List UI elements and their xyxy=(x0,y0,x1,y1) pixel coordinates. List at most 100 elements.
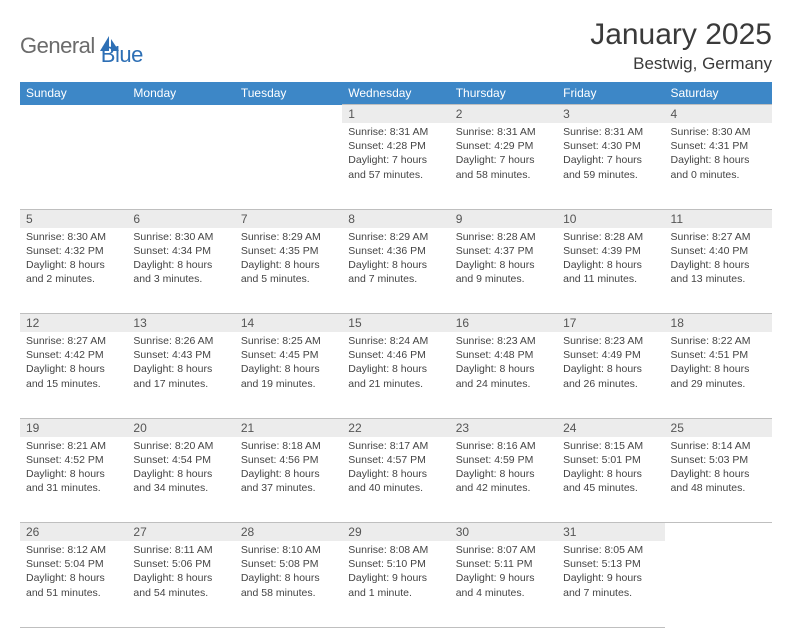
detail-line: and 29 minutes. xyxy=(671,377,766,391)
detail-line: Sunset: 4:56 PM xyxy=(241,453,336,467)
day-number: 31 xyxy=(557,523,664,542)
dow-friday: Friday xyxy=(557,82,664,105)
day-details xyxy=(26,123,121,125)
detail-line: Daylight: 8 hours xyxy=(26,258,121,272)
day-cell: Sunrise: 8:28 AMSunset: 4:37 PMDaylight:… xyxy=(450,228,557,314)
day-number: 5 xyxy=(20,209,127,228)
dow-thursday: Thursday xyxy=(450,82,557,105)
detail-line: Sunrise: 8:10 AM xyxy=(241,543,336,557)
detail-line: and 11 minutes. xyxy=(563,272,658,286)
day-cell: Sunrise: 8:14 AMSunset: 5:03 PMDaylight:… xyxy=(665,437,772,523)
detail-line: Sunrise: 8:30 AM xyxy=(26,230,121,244)
day-cell: Sunrise: 8:07 AMSunset: 5:11 PMDaylight:… xyxy=(450,541,557,627)
day-details: Sunrise: 8:27 AMSunset: 4:40 PMDaylight:… xyxy=(671,228,766,287)
detail-line: and 40 minutes. xyxy=(348,481,443,495)
detail-line: and 37 minutes. xyxy=(241,481,336,495)
detail-line: Sunset: 4:54 PM xyxy=(133,453,228,467)
day-details: Sunrise: 8:29 AMSunset: 4:35 PMDaylight:… xyxy=(241,228,336,287)
calendar-page: General Blue January 2025 Bestwig, Germa… xyxy=(0,0,792,628)
day-cell xyxy=(665,541,772,627)
day-number: 7 xyxy=(235,209,342,228)
day-details: Sunrise: 8:14 AMSunset: 5:03 PMDaylight:… xyxy=(671,437,766,496)
detail-line: Daylight: 7 hours xyxy=(563,153,658,167)
detail-line: Sunrise: 8:12 AM xyxy=(26,543,121,557)
daynum-row: 262728293031 xyxy=(20,523,772,542)
detail-line: Daylight: 8 hours xyxy=(671,258,766,272)
day-number: 12 xyxy=(20,314,127,333)
day-number: 24 xyxy=(557,418,664,437)
detail-line: Sunset: 4:31 PM xyxy=(671,139,766,153)
day-details xyxy=(133,123,228,125)
day-details: Sunrise: 8:20 AMSunset: 4:54 PMDaylight:… xyxy=(133,437,228,496)
detail-line: Sunrise: 8:27 AM xyxy=(26,334,121,348)
detail-line: Daylight: 8 hours xyxy=(348,467,443,481)
detail-line: Daylight: 9 hours xyxy=(456,571,551,585)
detail-line: Daylight: 8 hours xyxy=(456,258,551,272)
day-number: 16 xyxy=(450,314,557,333)
day-details: Sunrise: 8:30 AMSunset: 4:34 PMDaylight:… xyxy=(133,228,228,287)
day-cell: Sunrise: 8:18 AMSunset: 4:56 PMDaylight:… xyxy=(235,437,342,523)
detail-line: and 2 minutes. xyxy=(26,272,121,286)
detail-line: Sunset: 5:11 PM xyxy=(456,557,551,571)
detail-line: and 58 minutes. xyxy=(241,586,336,600)
detail-line: Sunset: 4:52 PM xyxy=(26,453,121,467)
detail-line: and 34 minutes. xyxy=(133,481,228,495)
day-number: 15 xyxy=(342,314,449,333)
detail-line: Sunrise: 8:20 AM xyxy=(133,439,228,453)
detail-line: and 26 minutes. xyxy=(563,377,658,391)
detail-line: and 15 minutes. xyxy=(26,377,121,391)
detail-line: Sunset: 4:32 PM xyxy=(26,244,121,258)
detail-line: Daylight: 8 hours xyxy=(26,571,121,585)
detail-line: Sunrise: 8:07 AM xyxy=(456,543,551,557)
day-number xyxy=(235,105,342,124)
day-details: Sunrise: 8:31 AMSunset: 4:28 PMDaylight:… xyxy=(348,123,443,182)
detail-line: Sunset: 5:10 PM xyxy=(348,557,443,571)
detail-line: Sunrise: 8:28 AM xyxy=(456,230,551,244)
day-cell: Sunrise: 8:20 AMSunset: 4:54 PMDaylight:… xyxy=(127,437,234,523)
day-details: Sunrise: 8:11 AMSunset: 5:06 PMDaylight:… xyxy=(133,541,228,600)
day-details: Sunrise: 8:17 AMSunset: 4:57 PMDaylight:… xyxy=(348,437,443,496)
detail-line: and 48 minutes. xyxy=(671,481,766,495)
day-of-week-row: SundayMondayTuesdayWednesdayThursdayFrid… xyxy=(20,82,772,105)
detail-line: Sunset: 5:04 PM xyxy=(26,557,121,571)
week-row: Sunrise: 8:31 AMSunset: 4:28 PMDaylight:… xyxy=(20,123,772,209)
detail-line: Daylight: 8 hours xyxy=(133,258,228,272)
detail-line: and 1 minute. xyxy=(348,586,443,600)
day-details: Sunrise: 8:10 AMSunset: 5:08 PMDaylight:… xyxy=(241,541,336,600)
day-cell: Sunrise: 8:31 AMSunset: 4:30 PMDaylight:… xyxy=(557,123,664,209)
detail-line: Daylight: 8 hours xyxy=(456,467,551,481)
day-number: 23 xyxy=(450,418,557,437)
detail-line: Sunset: 4:43 PM xyxy=(133,348,228,362)
day-details: Sunrise: 8:24 AMSunset: 4:46 PMDaylight:… xyxy=(348,332,443,391)
detail-line: Sunrise: 8:14 AM xyxy=(671,439,766,453)
detail-line: Sunset: 4:48 PM xyxy=(456,348,551,362)
detail-line: Daylight: 8 hours xyxy=(456,362,551,376)
day-number: 28 xyxy=(235,523,342,542)
day-cell: Sunrise: 8:31 AMSunset: 4:29 PMDaylight:… xyxy=(450,123,557,209)
day-number xyxy=(665,523,772,542)
detail-line: and 19 minutes. xyxy=(241,377,336,391)
day-cell: Sunrise: 8:27 AMSunset: 4:40 PMDaylight:… xyxy=(665,228,772,314)
day-details: Sunrise: 8:27 AMSunset: 4:42 PMDaylight:… xyxy=(26,332,121,391)
detail-line: and 51 minutes. xyxy=(26,586,121,600)
detail-line: Sunset: 4:51 PM xyxy=(671,348,766,362)
day-details: Sunrise: 8:21 AMSunset: 4:52 PMDaylight:… xyxy=(26,437,121,496)
detail-line: Daylight: 8 hours xyxy=(348,258,443,272)
day-number: 18 xyxy=(665,314,772,333)
day-details: Sunrise: 8:15 AMSunset: 5:01 PMDaylight:… xyxy=(563,437,658,496)
detail-line: Daylight: 8 hours xyxy=(563,467,658,481)
detail-line: Daylight: 8 hours xyxy=(26,362,121,376)
day-cell: Sunrise: 8:28 AMSunset: 4:39 PMDaylight:… xyxy=(557,228,664,314)
detail-line: Daylight: 8 hours xyxy=(671,362,766,376)
day-details: Sunrise: 8:28 AMSunset: 4:39 PMDaylight:… xyxy=(563,228,658,287)
day-cell: Sunrise: 8:21 AMSunset: 4:52 PMDaylight:… xyxy=(20,437,127,523)
dow-wednesday: Wednesday xyxy=(342,82,449,105)
day-cell: Sunrise: 8:30 AMSunset: 4:31 PMDaylight:… xyxy=(665,123,772,209)
location-label: Bestwig, Germany xyxy=(590,54,772,74)
detail-line: Sunset: 4:45 PM xyxy=(241,348,336,362)
day-details: Sunrise: 8:31 AMSunset: 4:29 PMDaylight:… xyxy=(456,123,551,182)
day-cell xyxy=(235,123,342,209)
day-cell: Sunrise: 8:26 AMSunset: 4:43 PMDaylight:… xyxy=(127,332,234,418)
detail-line: and 9 minutes. xyxy=(456,272,551,286)
day-details: Sunrise: 8:30 AMSunset: 4:31 PMDaylight:… xyxy=(671,123,766,182)
